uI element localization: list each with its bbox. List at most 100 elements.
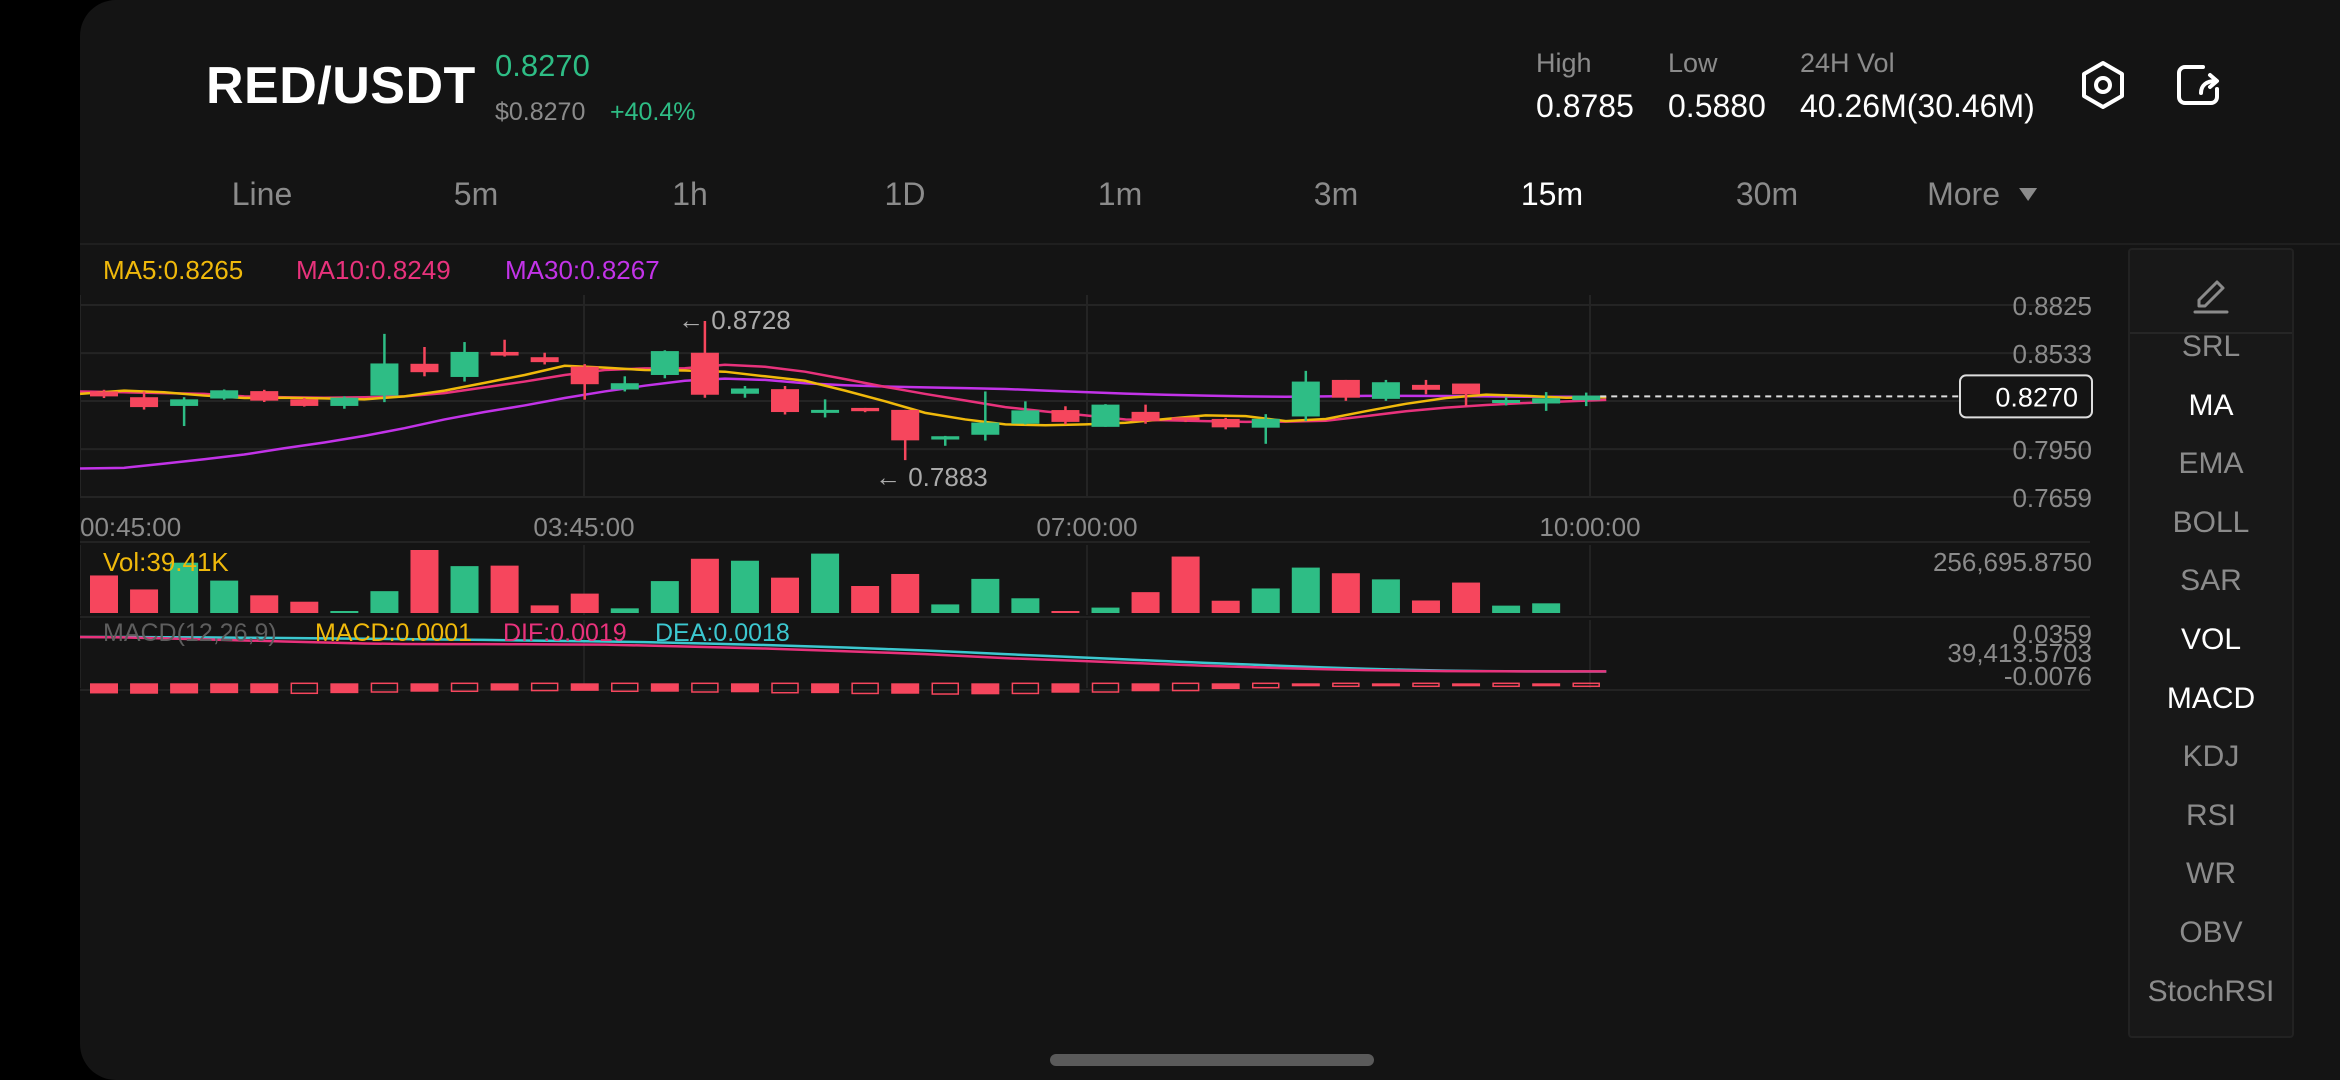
- volume-bar: [1171, 556, 1200, 613]
- volume-bar: [450, 566, 479, 613]
- volume-bar: [170, 562, 199, 613]
- macd-histogram-bar: [170, 683, 199, 694]
- candle-down: [490, 351, 519, 356]
- home-indicator[interactable]: [1050, 1054, 1374, 1066]
- candle-down: [1171, 417, 1200, 421]
- tab-1h[interactable]: 1h: [672, 176, 708, 212]
- indicator-ema[interactable]: EMA: [2178, 447, 2244, 481]
- volume-bar: [210, 580, 239, 613]
- macd-histogram-bar: [330, 683, 359, 694]
- volume-bar: [1011, 598, 1040, 613]
- tab-3m[interactable]: 3m: [1313, 176, 1359, 212]
- ma30-legend: MA30:0.8267: [505, 255, 660, 285]
- macd-histogram-bar: [650, 683, 679, 692]
- hexagon-settings-icon[interactable]: [2073, 55, 2133, 115]
- volume-bar: [250, 595, 279, 613]
- high-label: High: [1536, 48, 1592, 78]
- candle-down: [130, 397, 159, 408]
- candle-up: [650, 351, 679, 375]
- last-price: 0.8270: [495, 48, 590, 83]
- tab-5m[interactable]: 5m: [453, 176, 499, 212]
- volume-bar: [1452, 582, 1481, 613]
- high-value: 0.8785: [1536, 88, 1634, 124]
- candle-down: [250, 391, 279, 401]
- tab-more-label: More: [1927, 176, 2001, 212]
- candle-down: [1331, 379, 1360, 398]
- tab-30m[interactable]: 30m: [1735, 176, 1799, 212]
- indicator-kdj[interactable]: KDJ: [2182, 740, 2240, 774]
- tab-more[interactable]: More: [1927, 176, 2037, 213]
- volume-bar: [811, 553, 840, 613]
- candle-down: [290, 399, 319, 406]
- low-label: Low: [1668, 48, 1718, 78]
- volume-bar: [1211, 600, 1240, 613]
- pair-title[interactable]: RED/USDT: [206, 57, 476, 115]
- macd-params-legend: MACD(12,26,9): [103, 619, 277, 647]
- macd-histogram-bar: [410, 683, 439, 692]
- candle-up: [1091, 404, 1120, 427]
- tab-1m[interactable]: 1m: [1097, 176, 1143, 212]
- candle-down: [851, 407, 880, 412]
- macd-histogram-bar: [1452, 683, 1481, 687]
- volume-bar: [530, 605, 559, 613]
- candle-up: [610, 383, 639, 390]
- indicator-boll[interactable]: BOLL: [2172, 505, 2250, 539]
- time-axis-label: 07:00:00: [1036, 512, 1137, 542]
- vol-label: 24H Vol: [1800, 48, 1895, 78]
- ma5-legend: MA5:0.8265: [103, 255, 244, 285]
- indicator-obv[interactable]: OBV: [2179, 916, 2243, 949]
- candle-up: [931, 436, 960, 440]
- indicator-stochrsi[interactable]: StochRSI: [2147, 974, 2275, 1008]
- time-axis-label: 00:45:00: [80, 512, 181, 542]
- dif-legend: DIF:0.0019: [503, 619, 627, 647]
- macd-histogram-bar: [210, 683, 239, 694]
- tab-15m[interactable]: 15m: [1520, 176, 1584, 212]
- candle-down: [1051, 410, 1080, 422]
- macd-histogram-bar: [971, 683, 1000, 695]
- volume-bar: [1051, 611, 1080, 613]
- indicator-srl[interactable]: SRL: [2181, 330, 2241, 363]
- tab-line[interactable]: Line: [231, 176, 293, 212]
- candle-down: [1211, 418, 1240, 428]
- candle-down: [1411, 384, 1440, 390]
- macd-axis-max: 0.0359: [2012, 619, 2092, 649]
- candle-down: [1131, 411, 1160, 422]
- macd-histogram-bar: [730, 683, 759, 693]
- candle-down: [1452, 383, 1481, 395]
- macd-axis-min: -0.0076: [2004, 661, 2092, 691]
- macd-histogram-bar: [1131, 683, 1160, 692]
- candle-down: [690, 352, 719, 395]
- tab-1d[interactable]: 1D: [884, 176, 926, 212]
- macd-histogram-bar: [611, 682, 639, 693]
- indicator-ma[interactable]: MA: [2188, 388, 2234, 422]
- indicator-macd[interactable]: MACD: [2166, 681, 2256, 715]
- time-axis-label: 03:45:00: [533, 512, 634, 542]
- volume-bar: [370, 591, 399, 613]
- indicator-sar[interactable]: SAR: [2180, 564, 2242, 598]
- candle-up: [170, 399, 199, 406]
- candle-up: [730, 388, 759, 394]
- macd-histogram-bar: [1251, 682, 1280, 689]
- volume-bar: [1091, 607, 1120, 613]
- draw-pencil-icon[interactable]: [2130, 260, 2292, 334]
- indicator-rsi[interactable]: RSI: [2185, 798, 2236, 832]
- volume-bar: [1532, 603, 1561, 613]
- kline-chart[interactable]: 0.8270 0.8825 0.8533 0.7950 0.7659 00:45:00 03…: [80, 245, 2100, 1045]
- share-icon[interactable]: [2169, 55, 2229, 115]
- min-price-marker: ← 0.7883: [875, 462, 988, 492]
- macd-histogram-bar: [1011, 682, 1040, 695]
- volume-bar: [771, 577, 800, 613]
- macd-histogram-bar: [250, 683, 279, 694]
- volume-bar: [1411, 600, 1440, 613]
- indicator-wr[interactable]: WR: [2186, 857, 2236, 891]
- macd-histogram-bar: [490, 683, 519, 691]
- macd-histogram-bar: [1532, 683, 1561, 687]
- dif-line: [80, 635, 1607, 673]
- indicator-vol[interactable]: VOL: [2180, 623, 2242, 656]
- macd-value-legend: MACD:0.0001: [315, 619, 472, 647]
- candle-up: [450, 351, 479, 377]
- candle-up: [1492, 400, 1521, 404]
- volume-bar: [1131, 592, 1160, 613]
- volume-bar: [730, 560, 759, 613]
- candle-down: [891, 409, 920, 441]
